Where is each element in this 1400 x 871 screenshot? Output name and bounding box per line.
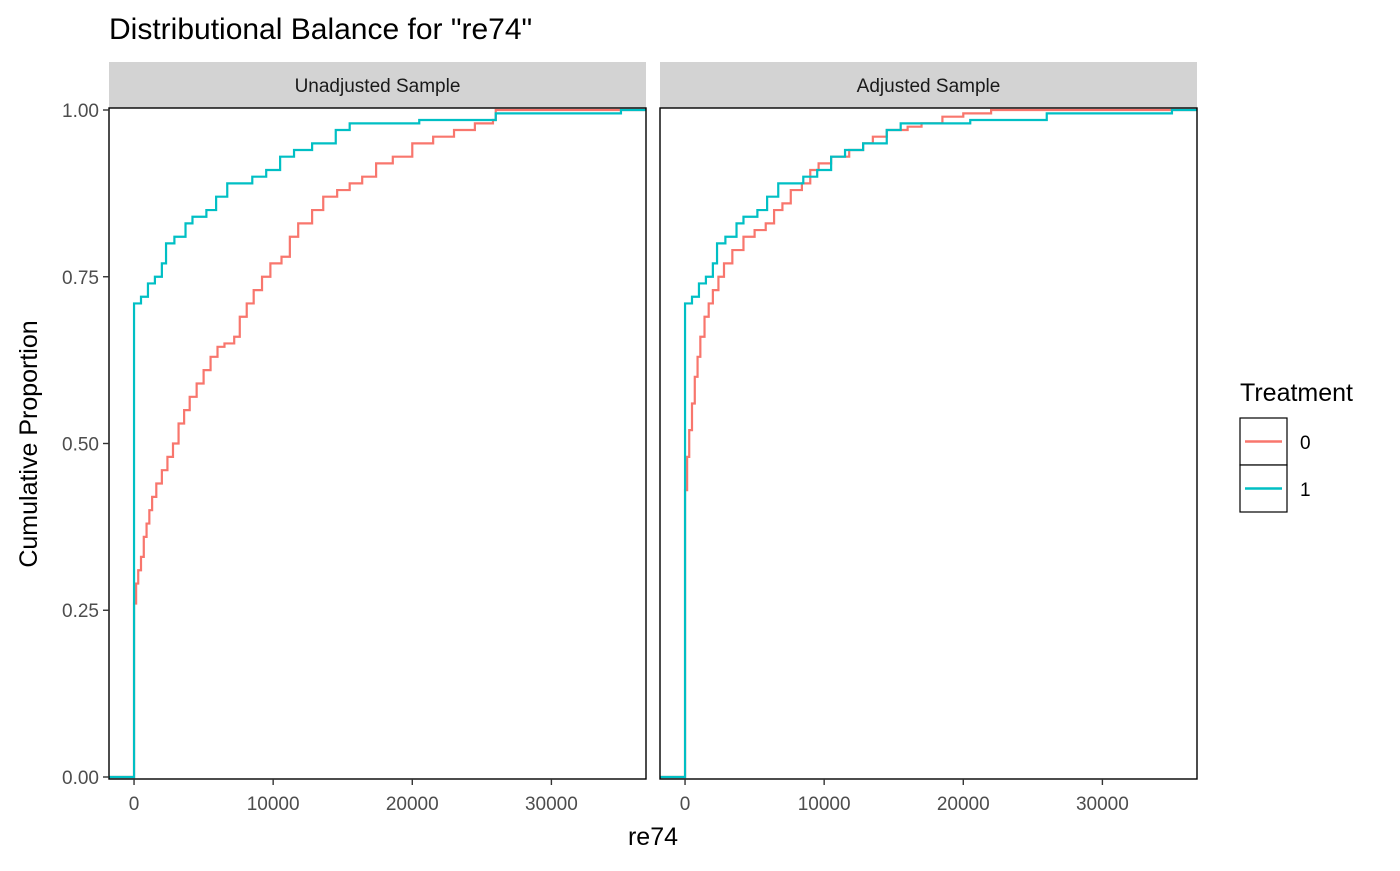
x-tick-label: 0 xyxy=(129,794,140,815)
x-axis-adjusted: 0 10000 20000 30000 xyxy=(680,779,1129,815)
x-tick-label: 10000 xyxy=(247,794,300,815)
x-tick-label: 0 xyxy=(680,794,691,815)
series-line-0 xyxy=(660,108,1197,779)
y-tick-label: 0.00 xyxy=(62,768,99,789)
panel-unadjusted: Unadjusted Sample xyxy=(108,62,647,780)
x-tick-label: 30000 xyxy=(525,794,578,815)
y-tick-label: 0.75 xyxy=(62,268,99,289)
strip-background xyxy=(109,62,646,108)
strip-background xyxy=(660,62,1197,108)
legend: Treatment 01 xyxy=(1239,379,1353,513)
legend-title: Treatment xyxy=(1240,379,1353,407)
y-axis-label: Cumulative Proportion xyxy=(15,320,43,567)
y-tick-label: 0.50 xyxy=(62,435,99,456)
series-line-1 xyxy=(109,108,646,779)
series-line-1 xyxy=(660,108,1197,779)
y-axis: 0.00 0.25 0.50 0.75 1.00 xyxy=(62,101,109,789)
strip-label: Adjusted Sample xyxy=(857,76,1001,97)
x-tick-label: 10000 xyxy=(798,794,851,815)
x-axis-label: re74 xyxy=(628,823,678,851)
x-tick-label: 20000 xyxy=(386,794,439,815)
legend-keys: 01 xyxy=(1239,417,1311,513)
plot-area xyxy=(660,108,1197,779)
x-tick-label: 20000 xyxy=(937,794,990,815)
series-line-0 xyxy=(109,108,646,779)
panel-border xyxy=(108,107,647,780)
y-tick-label: 0.25 xyxy=(62,601,99,622)
panel-adjusted: Adjusted Sample xyxy=(659,62,1198,780)
y-tick-label: 1.00 xyxy=(62,101,99,122)
strip-label: Unadjusted Sample xyxy=(295,76,461,97)
legend-label-1: 1 xyxy=(1300,480,1311,501)
chart-title: Distributional Balance for "re74" xyxy=(109,13,532,46)
legend-label-0: 0 xyxy=(1300,433,1311,454)
plot-area xyxy=(109,108,646,779)
x-axis-unadjusted: 0 10000 20000 30000 xyxy=(129,779,578,815)
panel-border xyxy=(659,107,1198,780)
x-tick-label: 30000 xyxy=(1076,794,1129,815)
